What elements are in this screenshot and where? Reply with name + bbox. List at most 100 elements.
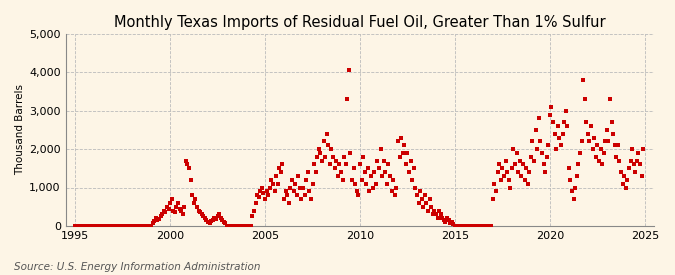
Point: [352, 189, 362, 194]
Point: [231, 224, 242, 228]
Point: [307, 182, 318, 186]
Point: [250, 201, 261, 205]
Point: [345, 151, 356, 155]
Point: [570, 185, 580, 190]
Point: [178, 212, 188, 217]
Point: [483, 224, 493, 228]
Point: [593, 158, 604, 163]
Point: [400, 162, 411, 167]
Title: Monthly Texas Imports of Residual Fuel Oil, Greater Than 1% Sulfur: Monthly Texas Imports of Residual Fuel O…: [114, 15, 605, 30]
Point: [111, 224, 122, 228]
Point: [586, 124, 597, 128]
Point: [152, 218, 163, 222]
Point: [468, 224, 479, 228]
Point: [520, 166, 531, 170]
Point: [412, 193, 423, 197]
Point: [285, 185, 296, 190]
Point: [74, 224, 85, 228]
Point: [460, 224, 471, 228]
Point: [340, 162, 351, 167]
Point: [510, 162, 520, 167]
Point: [267, 182, 278, 186]
Point: [533, 116, 544, 121]
Point: [220, 221, 231, 225]
Point: [429, 208, 439, 213]
Point: [138, 224, 148, 228]
Point: [601, 128, 612, 132]
Point: [437, 216, 448, 220]
Point: [93, 224, 104, 228]
Point: [293, 174, 304, 178]
Point: [431, 212, 441, 217]
Point: [284, 201, 294, 205]
Point: [236, 224, 246, 228]
Point: [221, 224, 232, 228]
Point: [326, 147, 337, 151]
Point: [242, 224, 253, 228]
Point: [70, 224, 80, 228]
Point: [193, 208, 204, 213]
Point: [115, 224, 126, 228]
Point: [612, 143, 623, 147]
Point: [146, 224, 157, 228]
Point: [165, 201, 176, 205]
Point: [504, 178, 514, 182]
Point: [624, 166, 634, 170]
Point: [321, 131, 332, 136]
Point: [265, 185, 275, 190]
Point: [451, 224, 462, 228]
Point: [557, 131, 568, 136]
Point: [81, 224, 92, 228]
Point: [306, 197, 317, 201]
Point: [568, 197, 579, 201]
Point: [472, 224, 483, 228]
Point: [359, 170, 370, 174]
Point: [391, 185, 402, 190]
Point: [228, 224, 239, 228]
Point: [551, 147, 562, 151]
Point: [339, 155, 350, 159]
Point: [174, 207, 185, 211]
Point: [302, 170, 313, 174]
Point: [630, 170, 641, 174]
Point: [562, 124, 572, 128]
Point: [426, 205, 437, 209]
Point: [128, 224, 139, 228]
Point: [611, 155, 622, 159]
Point: [130, 224, 140, 228]
Point: [448, 221, 459, 226]
Point: [592, 143, 603, 147]
Point: [95, 224, 106, 228]
Point: [446, 220, 457, 224]
Point: [383, 162, 394, 167]
Point: [335, 170, 346, 174]
Point: [410, 185, 421, 190]
Point: [402, 151, 413, 155]
Point: [465, 224, 476, 228]
Point: [272, 182, 283, 186]
Point: [292, 193, 302, 197]
Point: [632, 158, 643, 163]
Point: [169, 210, 180, 215]
Point: [266, 178, 277, 182]
Point: [380, 170, 391, 174]
Point: [511, 151, 522, 155]
Point: [214, 212, 225, 217]
Point: [207, 218, 218, 222]
Point: [423, 208, 433, 213]
Point: [342, 97, 353, 101]
Point: [622, 178, 632, 182]
Point: [127, 224, 138, 228]
Point: [478, 224, 489, 228]
Point: [434, 208, 445, 213]
Point: [114, 224, 125, 228]
Point: [144, 224, 155, 228]
Point: [477, 224, 487, 228]
Point: [288, 189, 299, 194]
Point: [470, 224, 481, 228]
Point: [405, 158, 416, 163]
Point: [176, 209, 186, 213]
Y-axis label: Thousand Barrels: Thousand Barrels: [15, 84, 25, 175]
Point: [638, 147, 649, 151]
Point: [598, 151, 609, 155]
